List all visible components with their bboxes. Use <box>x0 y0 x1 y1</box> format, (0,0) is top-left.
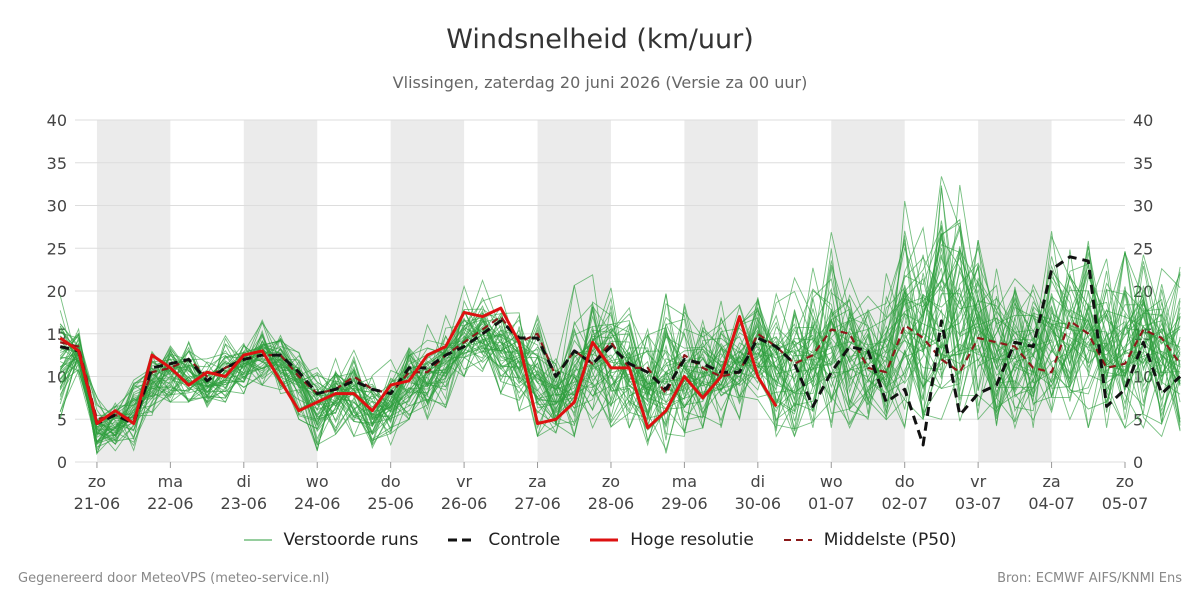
legend-label: Verstoorde runs <box>283 530 419 550</box>
chart-subtitle: Vlissingen, zaterdag 20 juni 2026 (Versi… <box>392 73 808 92</box>
x-tick-day: wo <box>820 472 843 491</box>
series-lines <box>59 255 1182 447</box>
ensemble-lines <box>59 176 1181 456</box>
x-tick-date: 30-06 <box>735 494 782 513</box>
x-tick-date: 25-06 <box>367 494 414 513</box>
y-tick-label: 5 <box>1133 410 1143 429</box>
ensemble-member-line <box>59 249 1181 452</box>
x-tick-day: di <box>751 472 766 491</box>
legend-label: Middelste (P50) <box>823 530 957 550</box>
y-tick-label: 0 <box>1133 453 1143 472</box>
series-line-high-res <box>59 306 778 430</box>
ensemble-member-line <box>59 289 1181 450</box>
x-tick-date: 24-06 <box>294 494 341 513</box>
ensemble-member-line <box>59 248 1181 452</box>
y-tick-label: 35 <box>47 154 67 173</box>
x-tick-day: zo <box>1116 472 1134 491</box>
ensemble-member-line <box>59 254 1181 435</box>
y-tick-label: 40 <box>47 111 67 130</box>
x-tick-day: za <box>1042 472 1060 491</box>
ensemble-member-line <box>60 274 1181 447</box>
x-tick-date: 04-07 <box>1028 494 1075 513</box>
x-tick-date: 29-06 <box>661 494 708 513</box>
legend-item-median: Middelste (P50) <box>783 530 957 550</box>
x-tick-day: za <box>528 472 546 491</box>
x-tick-date: 27-06 <box>514 494 561 513</box>
y-tick-label: 30 <box>1133 197 1153 216</box>
x-tick-day: vr <box>970 472 986 491</box>
legend-swatch-control <box>448 538 477 542</box>
y-tick-label: 30 <box>47 197 67 216</box>
x-tick-date: 26-06 <box>441 494 488 513</box>
ensemble-member-line <box>59 218 1181 452</box>
x-tick-date: 05-07 <box>1102 494 1149 513</box>
x-tick-day: ma <box>672 472 697 491</box>
x-tick-date: 03-07 <box>955 494 1002 513</box>
x-tick-day: do <box>895 472 915 491</box>
y-tick-label: 25 <box>1133 239 1153 258</box>
ensemble-member-line <box>59 262 1181 454</box>
ensemble-member-line <box>59 225 1181 447</box>
x-tick-day: ma <box>158 472 183 491</box>
legend-label: Hoge resolutie <box>630 530 754 550</box>
legend-label: Controle <box>488 530 561 550</box>
legend-item-ensemble: Verstoorde runs <box>243 530 419 550</box>
x-tick-date: 21-06 <box>74 494 121 513</box>
legend: Verstoorde runs Controle Hoge resolutie … <box>0 530 1200 550</box>
x-tick-date: 01-07 <box>808 494 855 513</box>
x-axis: zo 21-06 ma 22-06 di 23-06 wo 24-06 do 25-06 vr 26-… <box>74 462 1149 513</box>
y-tick-label: 25 <box>47 239 67 258</box>
y-tick-label: 5 <box>57 410 67 429</box>
x-tick-date: 02-07 <box>881 494 928 513</box>
footer-source: Bron: ECMWF AIFS/KNMI Ens <box>997 571 1182 586</box>
footer-generated-by: Gegenereerd door MeteoVPS (meteo-service… <box>18 571 330 586</box>
y-tick-label: 35 <box>1133 154 1153 173</box>
x-tick-day: zo <box>602 472 620 491</box>
y-tick-label: 0 <box>57 453 67 472</box>
y-tick-label: 40 <box>1133 111 1153 130</box>
x-tick-day: do <box>381 472 401 491</box>
legend-item-control: Controle <box>448 530 560 550</box>
x-tick-day: vr <box>456 472 472 491</box>
x-tick-day: wo <box>306 472 329 491</box>
y-tick-label: 20 <box>47 282 67 301</box>
legend-item-high-res: Hoge resolutie <box>590 530 754 550</box>
x-tick-date: 22-06 <box>147 494 194 513</box>
x-tick-day: zo <box>88 472 106 491</box>
ensemble-member-line <box>59 225 1181 437</box>
legend-swatch-high-res <box>590 538 619 542</box>
series-line-control <box>59 255 1182 447</box>
x-tick-day: di <box>236 472 251 491</box>
legend-swatch-ensemble <box>243 539 272 541</box>
x-tick-date: 28-06 <box>588 494 635 513</box>
x-tick-date: 23-06 <box>221 494 268 513</box>
legend-swatch-median <box>783 539 812 541</box>
chart-title: Windsnelheid (km/uur) <box>446 24 754 55</box>
